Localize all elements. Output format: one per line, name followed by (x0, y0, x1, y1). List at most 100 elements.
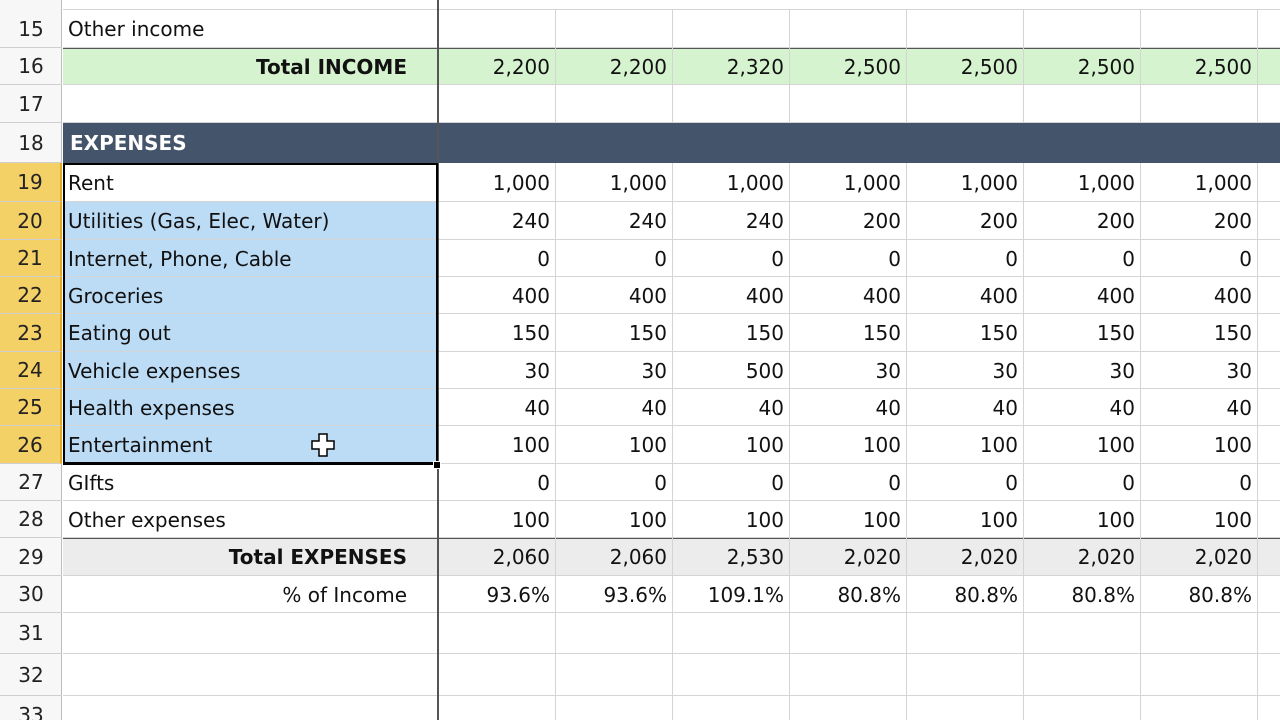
row-label[interactable]: Health expenses (68, 395, 235, 420)
cell-value[interactable]: 2,020 (960, 545, 1018, 569)
cell-value[interactable]: 40 (524, 395, 550, 420)
cell-value[interactable]: 30 (1226, 358, 1252, 383)
cell-value[interactable]: 200 (979, 209, 1018, 233)
cell-value[interactable]: 0 (1005, 470, 1018, 495)
cell-value[interactable]: 200 (1213, 209, 1252, 233)
row-header[interactable]: 24 (0, 352, 62, 389)
row-label[interactable]: Other income (68, 17, 205, 41)
cell-value[interactable]: 100 (1213, 507, 1252, 532)
row-header[interactable]: 18 (0, 123, 62, 163)
cell-value[interactable]: 100 (979, 433, 1018, 457)
cell-value[interactable]: 150 (979, 321, 1018, 345)
cell-value[interactable]: 100 (745, 507, 784, 532)
cell-value[interactable]: 100 (979, 507, 1018, 532)
cell-value[interactable]: 0 (654, 470, 667, 495)
cell-value[interactable]: 40 (875, 395, 901, 420)
cell-value[interactable]: 200 (1096, 209, 1135, 233)
row-label[interactable]: Eating out (68, 321, 171, 345)
cell-value[interactable]: 100 (745, 433, 784, 457)
cell-value[interactable]: 93.6% (486, 582, 550, 607)
row-header[interactable]: 16 (0, 48, 62, 85)
cell-value[interactable]: 400 (628, 283, 667, 308)
cell-value[interactable]: 80.8% (837, 582, 901, 607)
cell-value[interactable]: 0 (888, 246, 901, 271)
row-label[interactable]: Groceries (68, 283, 164, 308)
cell-value[interactable]: 150 (1096, 321, 1135, 345)
cell-value[interactable]: 100 (511, 433, 550, 457)
row-header[interactable]: 32 (0, 654, 62, 696)
cell-value[interactable]: 0 (537, 470, 550, 495)
row-header[interactable]: 21 (0, 240, 62, 277)
cell-value[interactable]: 150 (511, 321, 550, 345)
cell-value[interactable]: 2,530 (726, 545, 784, 569)
cell-value[interactable]: 100 (1096, 507, 1135, 532)
row-header[interactable]: 17 (0, 85, 62, 123)
cell-value[interactable]: 2,020 (1194, 545, 1252, 569)
row-label[interactable]: Vehicle expenses (68, 358, 241, 383)
row-label[interactable]: Total EXPENSES (228, 545, 407, 569)
row-header[interactable]: 29 (0, 538, 62, 576)
row-header[interactable]: 22 (0, 277, 62, 314)
row-label[interactable]: GIfts (68, 470, 115, 495)
row-label[interactable]: Rent (68, 170, 114, 195)
cell-value[interactable]: 0 (1239, 470, 1252, 495)
row-label[interactable]: % of Income (282, 582, 407, 607)
row-header[interactable]: 26 (0, 426, 62, 464)
cell-value[interactable]: 500 (745, 358, 784, 383)
cell-value[interactable]: 2,020 (1077, 545, 1135, 569)
cell-value[interactable]: 150 (628, 321, 667, 345)
row-header[interactable]: 31 (0, 613, 62, 654)
cell-value[interactable]: 2,320 (726, 54, 784, 79)
cell-value[interactable]: 2,500 (1077, 54, 1135, 79)
cell-value[interactable]: 1,000 (1194, 170, 1252, 195)
cell-value[interactable]: 400 (862, 283, 901, 308)
cell-value[interactable]: 30 (875, 358, 901, 383)
row-label[interactable]: Other expenses (68, 507, 226, 532)
cell-value[interactable]: 0 (1122, 246, 1135, 271)
cell-value[interactable]: 1,000 (960, 170, 1018, 195)
cell-value[interactable]: 30 (524, 358, 550, 383)
cell-value[interactable]: 40 (1109, 395, 1135, 420)
cell-value[interactable]: 1,000 (492, 170, 550, 195)
cell-value[interactable]: 0 (1239, 246, 1252, 271)
cell-value[interactable]: 100 (862, 507, 901, 532)
row-header[interactable]: 25 (0, 389, 62, 426)
cell-value[interactable]: 100 (1096, 433, 1135, 457)
cell-value[interactable]: 2,500 (960, 54, 1018, 79)
row-header[interactable]: 30 (0, 576, 62, 613)
cell-value[interactable]: 1,000 (609, 170, 667, 195)
cell-value[interactable]: 100 (862, 433, 901, 457)
cell-value[interactable]: 1,000 (843, 170, 901, 195)
cell-value[interactable]: 400 (979, 283, 1018, 308)
cell-value[interactable]: 0 (771, 470, 784, 495)
cell-value[interactable]: 40 (1226, 395, 1252, 420)
cell-value[interactable]: 40 (992, 395, 1018, 420)
cell-value[interactable]: 30 (1109, 358, 1135, 383)
cell-value[interactable]: 100 (511, 507, 550, 532)
row-header[interactable]: 20 (0, 202, 62, 240)
cell-value[interactable]: 2,500 (1194, 54, 1252, 79)
row-header[interactable]: 28 (0, 501, 62, 538)
cell-value[interactable]: 400 (511, 283, 550, 308)
cell-value[interactable]: 400 (1213, 283, 1252, 308)
cell-value[interactable]: 0 (537, 246, 550, 271)
cell-value[interactable]: 40 (641, 395, 667, 420)
cell-value[interactable]: 150 (745, 321, 784, 345)
cell-value[interactable]: 200 (862, 209, 901, 233)
cell-value[interactable]: 2,500 (843, 54, 901, 79)
cell-value[interactable]: 240 (745, 209, 784, 233)
cell-value[interactable]: 0 (654, 246, 667, 271)
cell-value[interactable]: 93.6% (603, 582, 667, 607)
cell-value[interactable]: 1,000 (726, 170, 784, 195)
cell-value[interactable]: 150 (862, 321, 901, 345)
row-label[interactable]: Entertainment (68, 433, 213, 457)
cell-value[interactable]: 2,020 (843, 545, 901, 569)
cell-value[interactable]: 0 (1005, 246, 1018, 271)
cell-value[interactable]: 30 (992, 358, 1018, 383)
cell-value[interactable]: 240 (628, 209, 667, 233)
section-label[interactable]: EXPENSES (70, 131, 187, 155)
cell-value[interactable]: 0 (888, 470, 901, 495)
cell-value[interactable]: 80.8% (954, 582, 1018, 607)
row-header[interactable]: 27 (0, 464, 62, 501)
cell-value[interactable]: 240 (511, 209, 550, 233)
